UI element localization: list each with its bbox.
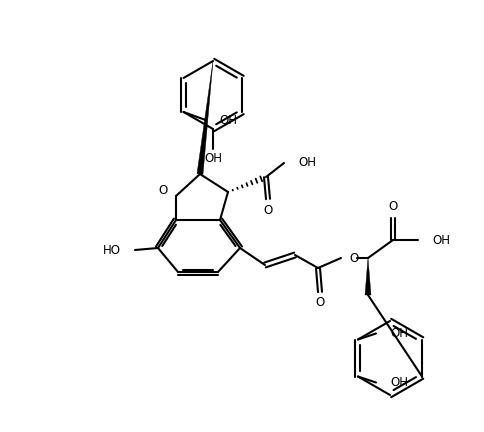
Text: OH: OH [204, 152, 222, 165]
Text: O: O [159, 184, 168, 197]
Polygon shape [197, 61, 213, 175]
Text: O: O [263, 203, 272, 216]
Text: OH: OH [390, 376, 408, 389]
Text: OH: OH [298, 156, 316, 169]
Text: O: O [316, 296, 325, 309]
Text: OH: OH [390, 327, 408, 340]
Text: O: O [388, 200, 398, 213]
Polygon shape [365, 258, 371, 295]
Text: OH: OH [432, 234, 450, 247]
Text: OH: OH [220, 114, 238, 127]
Text: HO: HO [103, 244, 121, 257]
Text: O: O [349, 251, 358, 264]
